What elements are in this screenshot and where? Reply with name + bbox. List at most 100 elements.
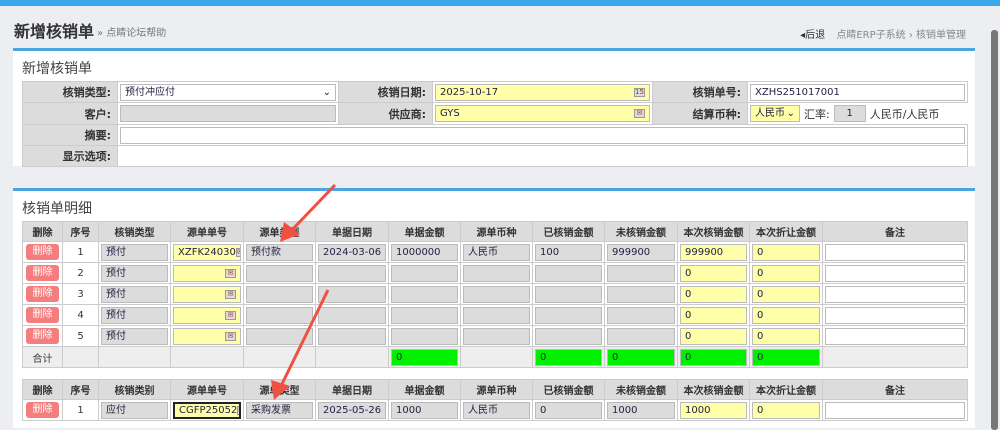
form-title: 新增核销单 [22,61,92,77]
column-header: 单据日期 [315,221,389,242]
customer-input [120,105,336,122]
cell-value [391,264,458,282]
lookup-icon[interactable]: ✉ [235,247,240,257]
column-header: 源单币种 [460,379,533,400]
total-value: 0 [391,348,458,366]
no-value: XZHS251017001 [755,86,840,98]
writeoff-amount-input[interactable]: 0 [680,327,747,345]
total-value: 0 [607,348,675,366]
source-no-input[interactable]: ✉ [173,264,241,282]
lookup-icon[interactable]: ✉ [225,331,236,341]
column-header: 源单单号 [170,221,244,242]
breadcrumb: ◂后退 点睛ERP子系统 › 核销单管理 [800,26,966,41]
delete-button[interactable]: 删除 [26,286,59,302]
delete-button[interactable]: 删除 [26,328,59,344]
cell-value: 人民币 [463,243,530,261]
writeoff-amount-input[interactable]: 0 [680,264,747,282]
source-no-input[interactable]: ✉ [173,306,241,324]
lookup-icon[interactable]: ✉ [225,310,236,320]
column-header: 核销类别 [98,379,171,400]
options-label: 显示选项: [22,145,118,167]
writeoff-amount-input[interactable]: 0 [680,285,747,303]
column-header: 单据金额 [388,221,461,242]
discount-amount-input[interactable]: 0 [752,243,820,261]
summary-input[interactable] [120,126,965,144]
column-header: 备注 [822,379,968,400]
cell-value [318,327,386,345]
rate-input[interactable]: 1 [833,105,866,122]
discount-amount-input[interactable]: 0 [752,306,820,324]
type-select[interactable]: 预付冲应付 ⌄ [120,83,336,101]
cell-value [391,285,458,303]
form-panel: 新增核销单 核销类型: 预付冲应付 ⌄ 核销日期: 2025-10-17 15 核销… [13,48,975,167]
date-input[interactable]: 2025-10-17 15 [435,83,650,101]
discount-amount-input[interactable]: 0 [752,401,820,419]
remark-input[interactable] [825,264,965,282]
rate-label: 汇率: [804,107,830,121]
delete-button[interactable]: 删除 [26,244,59,260]
payable-table: 删除序号核销类别源单单号源单类型单据日期单据金额源单币种已核销金额未核销金额本次… [22,379,968,421]
cell-value: 2025-05-26 [318,401,386,419]
currency-select[interactable]: 人民币 ⌄ [750,105,800,122]
cell-value [318,306,386,324]
delete-button[interactable]: 删除 [26,265,59,281]
detail-panel: 核销单明细 删除 序号 核销类型 源单单号 源单类型 单据日期 单据金额 源单币种 已核销金额未… [13,188,975,428]
total-empty-cell [822,346,968,368]
cell-value [535,306,602,324]
column-header: 源单币种 [460,221,533,242]
remark-input[interactable] [825,401,965,419]
cell-value [391,306,458,324]
remark-input[interactable] [825,306,965,324]
cell-value [318,264,386,282]
remark-input[interactable] [825,243,965,261]
cell-value [246,264,313,282]
discount-amount-input[interactable]: 0 [752,264,820,282]
source-no-input[interactable]: ✉ [173,285,241,303]
total-row: 合计 0 0 0 0 0 [22,346,968,368]
calendar-icon[interactable]: 15 [634,87,645,97]
breadcrumb-manage[interactable]: 核销单管理 [916,30,966,41]
detail-title: 核销单明细 [22,201,92,217]
supplier-input[interactable]: GYS ✉ [435,105,650,122]
delete-button[interactable]: 删除 [26,402,59,418]
source-no-input[interactable]: XZFK24030✉ [173,243,241,261]
help-link[interactable]: » 点睛论坛帮助 [97,28,167,39]
arrow-2 [271,289,330,400]
back-link[interactable]: ◂后退 [800,30,826,41]
breadcrumb-erp[interactable]: 点睛ERP子系统 [836,30,906,41]
column-header: 本次折让金额 [749,221,823,242]
chevron-down-icon: ⌄ [786,108,795,119]
cell-value [246,327,313,345]
cell-value: 预付款 [246,243,313,261]
discount-amount-input[interactable]: 0 [752,327,820,345]
lookup-icon[interactable]: ✉ [225,268,236,278]
no-input[interactable]: XZHS251017001 [750,83,965,101]
cell-value [535,264,602,282]
cell-value: 1000 [607,401,675,419]
scrollbar[interactable] [988,6,1000,430]
total-value: 0 [752,348,820,366]
scrollbar-thumb[interactable] [991,30,998,430]
cell-value [607,327,675,345]
delete-button[interactable]: 删除 [26,307,59,323]
breadcrumb-separator: › [908,30,913,41]
lookup-icon[interactable]: ✉ [237,405,239,415]
lookup-icon[interactable]: ✉ [225,289,236,299]
column-header: 未核销金额 [604,379,678,400]
writeoff-amount-input[interactable]: 1000 [680,401,747,419]
chevron-down-icon: ⌄ [322,86,331,98]
table-row: 删除 4 预付 ✉ 0 0 [22,304,968,326]
column-header: 删除 [22,221,63,242]
discount-amount-input[interactable]: 0 [752,285,820,303]
cell-value [463,306,530,324]
source-no-input[interactable]: ✉ [173,327,241,345]
lookup-icon[interactable]: ✉ [634,109,645,118]
cell-value [318,285,386,303]
writeoff-amount-input[interactable]: 0 [680,306,747,324]
page-title: 新增核销单 [14,22,95,41]
remark-input[interactable] [825,285,965,303]
writeoff-amount-input[interactable]: 999900 [680,243,747,261]
source-no-input[interactable]: CGFP25052✉ [173,401,241,419]
remark-input[interactable] [825,327,965,345]
